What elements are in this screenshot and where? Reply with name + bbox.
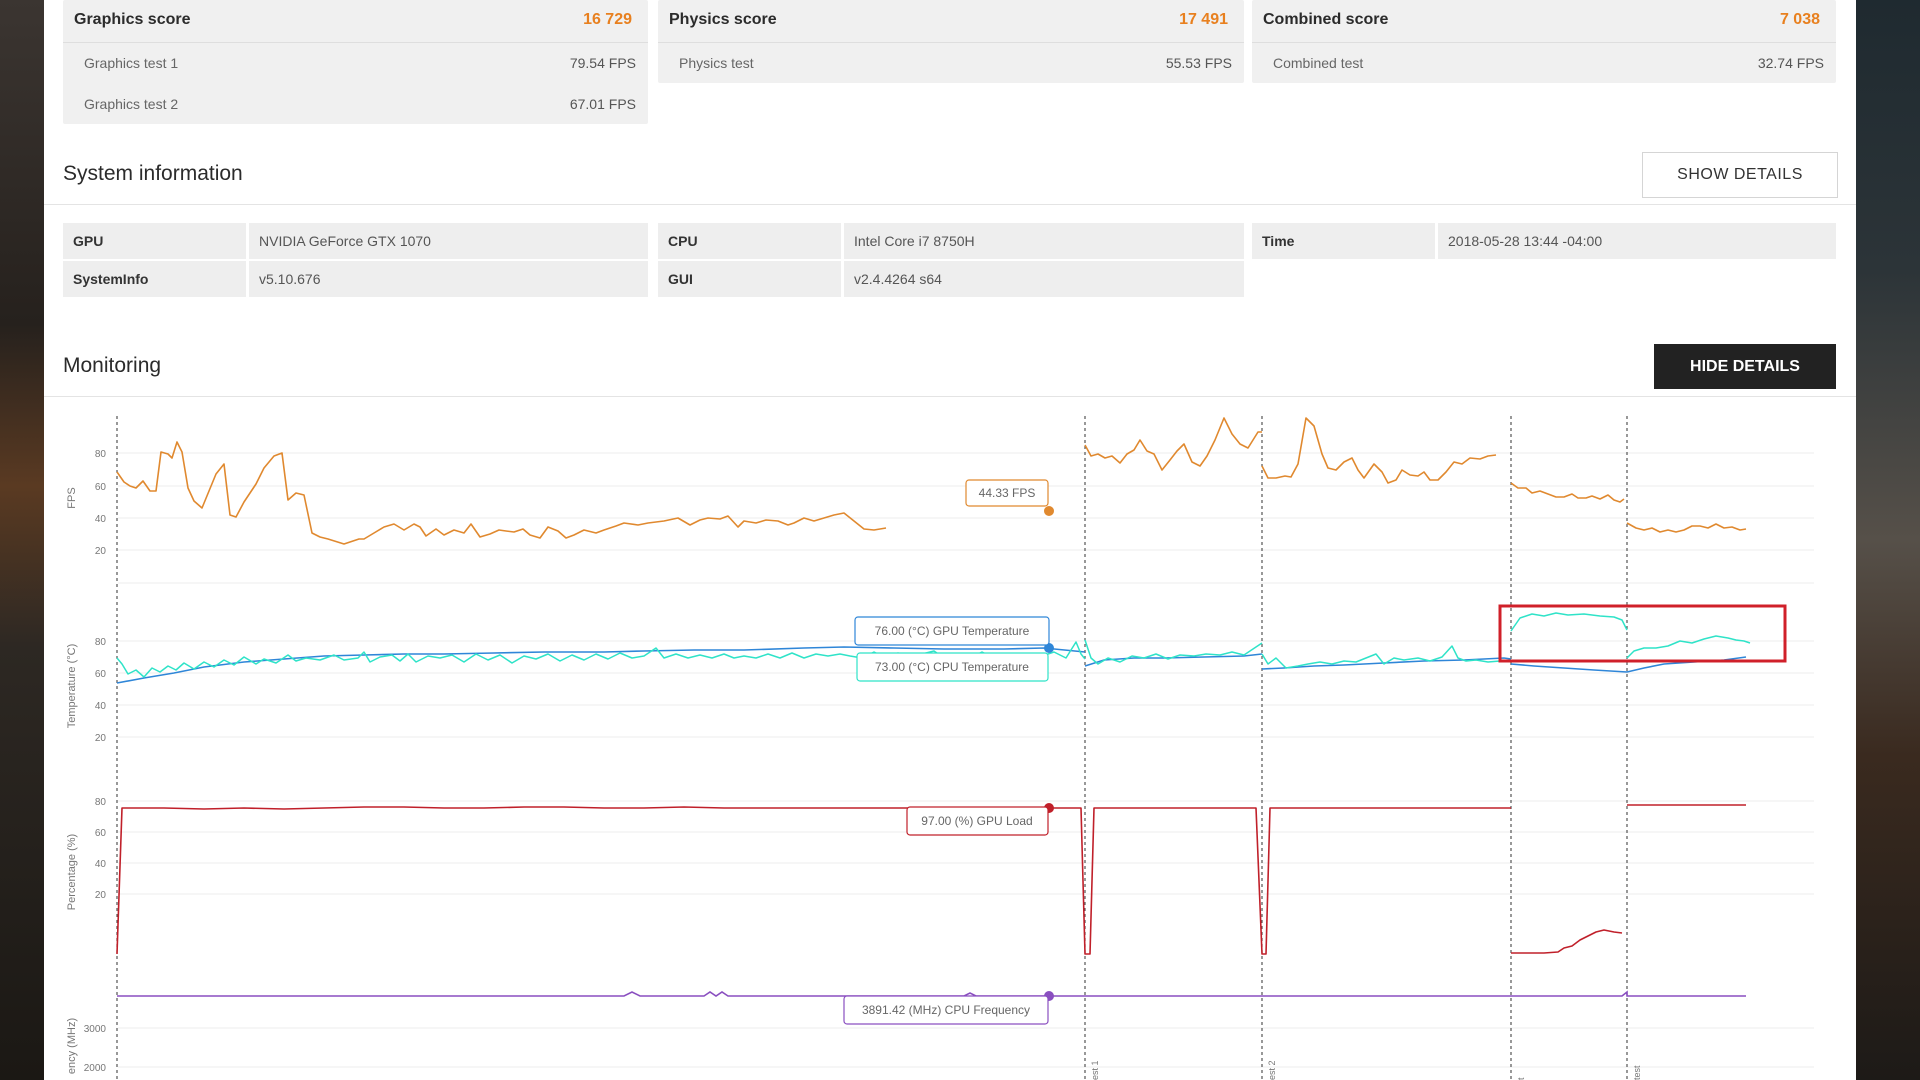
graphics-score-box: Graphics score 16 729 Graphics test 1 79… — [63, 0, 648, 124]
time-value-cell: 2018-05-28 13:44 -04:00 — [1438, 223, 1836, 259]
combined-test-label: Combined test — [1273, 55, 1364, 71]
gpu-temperature-tooltip-text: 76.00 (°C) GPU Temperature — [875, 624, 1030, 638]
physics-test-row: Physics test 55.53 FPS — [658, 43, 1244, 83]
freq-tick-2000: 2000 — [84, 1063, 107, 1074]
systeminfo-value-cell: v5.10.676 — [249, 261, 648, 297]
cpu-key-cell: CPU — [658, 223, 841, 259]
graphics-test-1-value: 79.54 FPS — [569, 55, 636, 71]
fps-line — [116, 417, 1747, 545]
graphics-score-title: Graphics score — [74, 11, 191, 28]
pct-tick-60: 60 — [95, 828, 107, 839]
fps-marker — [1044, 506, 1054, 516]
temp-tick-60: 60 — [95, 669, 107, 680]
cpu-value-cell: Intel Core i7 8750H — [844, 223, 1244, 259]
system-information-title: System information — [63, 162, 243, 185]
fps-tick-80: 80 — [95, 449, 107, 460]
pct-tick-20: 20 — [95, 890, 107, 901]
graphics-score-header: Graphics score 16 729 — [63, 0, 648, 43]
time-key: Time — [1262, 233, 1295, 249]
physics-test-value: 55.53 FPS — [1165, 55, 1232, 71]
systeminfo-value: v5.10.676 — [259, 271, 321, 287]
freq-tick-3000: 3000 — [84, 1024, 107, 1035]
section-label-graphics-test-1: est 1 — [1090, 1060, 1100, 1080]
monitoring-title: Monitoring — [63, 354, 162, 377]
combined-test-row: Combined test 32.74 FPS — [1252, 43, 1836, 83]
combined-score-header: Combined score 7 038 — [1252, 0, 1836, 43]
physics-score-header: Physics score 17 491 — [658, 0, 1244, 43]
physics-score-value: 17 491 — [1179, 11, 1228, 28]
combined-score-value: 7 038 — [1779, 11, 1820, 28]
fps-tooltip-text: 44.33 FPS — [979, 486, 1036, 500]
gpu-value-cell: NVIDIA GeForce GTX 1070 — [249, 223, 648, 259]
gpu-key: GPU — [73, 233, 104, 249]
frequency-axis-label: ency (MHz) — [66, 1018, 78, 1074]
test-dividers — [116, 416, 1628, 1080]
section-label-combined-test: test — [1632, 1065, 1642, 1080]
combined-score-title: Combined score — [1263, 11, 1389, 28]
gpu-load-tooltip: 97.00 (%) GPU Load — [906, 806, 1049, 836]
gpu-value: NVIDIA GeForce GTX 1070 — [259, 233, 431, 249]
combined-test-value: 32.74 FPS — [1757, 55, 1824, 71]
systeminfo-key: SystemInfo — [73, 271, 149, 287]
graphics-test-2-row: Graphics test 2 67.01 FPS — [63, 84, 648, 124]
fps-tick-40: 40 — [95, 514, 107, 525]
highlight-box — [1498, 604, 1787, 663]
cpu-frequency-tooltip: 3891.42 (MHz) CPU Frequency — [843, 995, 1049, 1025]
systeminfo-key-cell: SystemInfo — [63, 261, 246, 297]
time-value: 2018-05-28 13:44 -04:00 — [1448, 233, 1603, 249]
physics-score-title: Physics score — [669, 11, 777, 28]
gui-value: v2.4.4264 s64 — [854, 271, 942, 287]
monitoring-charts[interactable]: 80 60 40 20 80 60 40 20 80 60 40 20 3000… — [44, 396, 1856, 1080]
fps-tooltip: 44.33 FPS — [965, 479, 1049, 507]
physics-score-box: Physics score 17 491 Physics test 55.53 … — [658, 0, 1244, 83]
cpu-value: Intel Core i7 8750H — [854, 233, 975, 249]
section-label-physics-test: t — [1516, 1077, 1526, 1080]
fps-axis-label: FPS — [66, 487, 78, 508]
background-left — [0, 0, 44, 1080]
graphics-test-1-label: Graphics test 1 — [84, 55, 179, 71]
graphics-test-2-label: Graphics test 2 — [84, 96, 179, 112]
background-right — [1856, 0, 1920, 1080]
gpu-key-cell: GPU — [63, 223, 246, 259]
hide-details-button[interactable]: HIDE DETAILS — [1654, 344, 1836, 389]
gpu-temperature-tooltip: 76.00 (°C) GPU Temperature — [854, 616, 1050, 646]
results-panel: Graphics score 16 729 Graphics test 1 79… — [44, 0, 1856, 1080]
gpu-load-tooltip-text: 97.00 (%) GPU Load — [921, 814, 1032, 828]
section-labels: est 1 est 2 t test — [1090, 1060, 1642, 1080]
system-information-divider — [44, 204, 1856, 205]
cpu-temperature-tooltip: 73.00 (°C) CPU Temperature — [856, 652, 1049, 682]
temperature-axis-label: Temperature (°C) — [66, 644, 78, 728]
chart-gridlines — [118, 452, 1814, 1068]
gui-key-cell: GUI — [658, 261, 841, 297]
pct-tick-40: 40 — [95, 859, 107, 870]
physics-test-label: Physics test — [679, 55, 754, 71]
pct-tick-80: 80 — [95, 797, 107, 808]
cpu-frequency-tooltip-text: 3891.42 (MHz) CPU Frequency — [862, 1003, 1030, 1017]
fps-tick-60: 60 — [95, 482, 107, 493]
graphics-score-value: 16 729 — [583, 11, 632, 28]
temp-tick-40: 40 — [95, 701, 107, 712]
cpu-temperature-tooltip-text: 73.00 (°C) CPU Temperature — [875, 660, 1029, 674]
percentage-axis-label: Percentage (%) — [66, 834, 78, 910]
cpu-key: CPU — [668, 233, 698, 249]
time-key-cell: Time — [1252, 223, 1435, 259]
monitoring-divider — [44, 396, 1856, 397]
graphics-test-2-value: 67.01 FPS — [569, 96, 636, 112]
gui-value-cell: v2.4.4264 s64 — [844, 261, 1244, 297]
fps-tick-20: 20 — [95, 546, 107, 557]
temp-tick-80: 80 — [95, 637, 107, 648]
show-details-button[interactable]: SHOW DETAILS — [1642, 152, 1838, 198]
temp-tick-20: 20 — [95, 733, 107, 744]
gui-key: GUI — [668, 271, 693, 287]
section-label-graphics-test-2: est 2 — [1267, 1060, 1277, 1080]
combined-score-box: Combined score 7 038 Combined test 32.74… — [1252, 0, 1836, 83]
graphics-test-1-row: Graphics test 1 79.54 FPS — [63, 43, 648, 83]
